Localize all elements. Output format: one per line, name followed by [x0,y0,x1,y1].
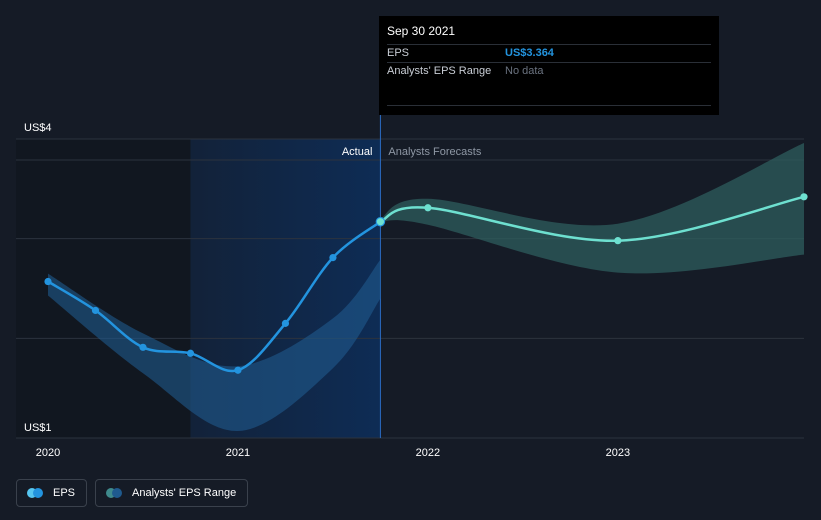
range-areas [48,143,804,432]
eps-point [139,343,147,351]
actual-label: Actual [342,146,373,158]
tooltip-row-range: Analysts' EPS Range No data [387,62,711,80]
eps-point [329,254,337,262]
y-tick-top: US$4 [24,122,52,134]
forecast-line [379,195,805,242]
tooltip-divider [387,105,711,106]
x-tick-label: 2022 [416,447,440,459]
eps-point [186,349,195,357]
eps-point [281,319,290,327]
tooltip-eps-value: US$3.364 [505,47,554,59]
tooltip: Sep 30 2021 EPS US$3.364 Analysts' EPS R… [379,16,719,115]
forecast-point [376,218,385,226]
forecast-point [800,193,808,201]
legend-eps-label: EPS [53,487,76,499]
y-tick-bottom: US$1 [24,422,52,434]
legend-item-range[interactable]: Analysts' EPS Range [95,479,249,507]
forecast-point [424,204,432,212]
eps-line [47,220,382,373]
eps-point [234,366,242,374]
forecast-label: Analysts Forecasts [388,146,481,158]
series-lines [47,195,805,373]
tooltip-range-label: Analysts' EPS Range [387,65,492,77]
axis-labels: US$4 US$1 2020 2021 2022 2023 Actual Analysts F… [24,122,630,459]
forecast-range-area [380,143,804,274]
x-tick-label: 2023 [606,447,630,459]
legend-item-eps[interactable]: EPS [16,479,88,507]
legend: EPS Analysts' EPS Range [16,479,249,507]
background-bands [16,139,381,438]
tooltip-eps-label: EPS [387,47,410,59]
past-region [16,139,191,438]
tooltip-row-eps: EPS US$3.364 [387,44,711,62]
tooltip-date: Sep 30 2021 [387,24,456,38]
range-legend-icon [106,488,124,498]
series-points [44,193,808,374]
eps-point [44,277,52,286]
legend-range-label: Analysts' EPS Range [132,487,237,499]
eps-range-area [48,259,381,432]
x-tick-label: 2021 [226,447,250,459]
eps-legend-icon [27,488,45,498]
forecast-point [614,237,622,245]
x-tick-label: 2020 [36,447,60,459]
tooltip-range-value: No data [505,65,544,77]
eps-point [91,306,100,315]
